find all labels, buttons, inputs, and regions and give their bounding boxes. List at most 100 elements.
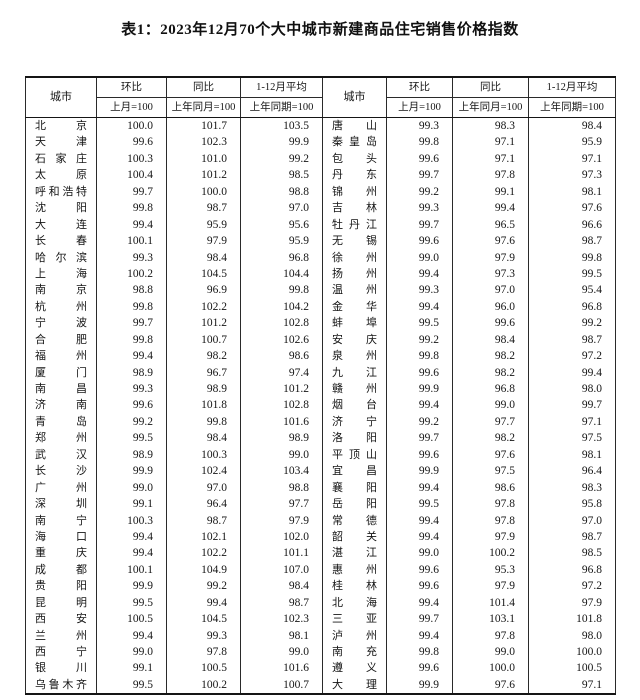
header-mom-base-right: 上月=100	[386, 97, 453, 118]
mom-value-cell: 99.2	[386, 183, 453, 201]
city-cell: 长沙	[25, 463, 97, 480]
yoy-value-cell: 97.6	[452, 446, 529, 464]
yoy-value-cell: 101.2	[166, 167, 241, 184]
mom-value-cell: 99.8	[386, 134, 453, 151]
city-cell: 北京	[25, 117, 97, 135]
table-row: 武汉 98.9 100.3 99.0 平顶山 99.6 97.6 98.1	[25, 446, 616, 464]
avg-value-cell: 99.0	[240, 446, 323, 464]
yoy-value-cell: 97.8	[166, 644, 241, 661]
avg-value-cell: 97.4	[240, 364, 323, 381]
yoy-value-cell: 101.4	[452, 594, 529, 612]
avg-value-cell: 98.7	[528, 233, 616, 250]
mom-value-cell: 99.4	[386, 265, 453, 283]
yoy-value-cell: 96.5	[452, 216, 529, 234]
city-cell: 郑州	[25, 430, 97, 447]
table-row: 大连 99.4 95.9 95.6 牡丹江 99.7 96.5 96.6	[25, 216, 616, 234]
mom-value-cell: 99.6	[386, 446, 453, 464]
city-cell: 杭州	[25, 298, 97, 316]
yoy-value-cell: 104.9	[166, 561, 241, 579]
yoy-value-cell: 98.2	[166, 348, 241, 365]
header-mom-left: 环比	[96, 77, 167, 98]
header-yoy-right: 同比	[452, 77, 529, 98]
yoy-value-cell: 97.5	[452, 463, 529, 480]
avg-value-cell: 99.7	[528, 397, 616, 414]
city-cell: 韶关	[322, 528, 387, 546]
city-cell: 温州	[322, 282, 387, 299]
avg-value-cell: 104.2	[240, 298, 323, 316]
table-row: 乌鲁木齐 99.5 100.2 100.7 大理 99.9 97.6 97.1	[25, 676, 616, 695]
yoy-value-cell: 101.7	[166, 117, 241, 135]
avg-value-cell: 100.5	[528, 660, 616, 677]
yoy-value-cell: 96.9	[166, 282, 241, 299]
avg-value-cell: 95.8	[528, 496, 616, 513]
mom-value-cell: 99.3	[96, 249, 167, 266]
avg-value-cell: 95.9	[528, 134, 616, 151]
city-cell: 三亚	[322, 611, 387, 628]
city-cell: 呼和浩特	[25, 183, 97, 201]
city-cell: 厦门	[25, 364, 97, 381]
avg-value-cell: 102.8	[240, 397, 323, 414]
table-row: 西宁 99.0 97.8 99.0 南充 99.8 99.0 100.0	[25, 644, 616, 661]
city-cell: 南充	[322, 644, 387, 661]
avg-value-cell: 98.3	[528, 479, 616, 497]
yoy-value-cell: 98.9	[166, 381, 241, 398]
mom-value-cell: 99.9	[96, 463, 167, 480]
city-cell: 金华	[322, 298, 387, 316]
avg-value-cell: 101.8	[528, 611, 616, 628]
city-cell: 扬州	[322, 265, 387, 283]
city-cell: 上海	[25, 265, 97, 283]
avg-value-cell: 98.4	[528, 117, 616, 135]
city-cell: 昆明	[25, 594, 97, 612]
yoy-value-cell: 99.0	[452, 397, 529, 414]
mom-value-cell: 99.8	[386, 348, 453, 365]
city-cell: 银川	[25, 660, 97, 677]
city-cell: 湛江	[322, 545, 387, 562]
table-row: 杭州 99.8 102.2 104.2 金华 99.4 96.0 96.8	[25, 298, 616, 316]
mom-value-cell: 99.6	[386, 578, 453, 595]
avg-value-cell: 95.4	[528, 282, 616, 299]
avg-value-cell: 99.2	[528, 315, 616, 332]
city-cell: 丹东	[322, 167, 387, 184]
header-avg-right: 1-12月平均	[528, 77, 616, 98]
header-yoy-base-right: 上年同月=100	[452, 97, 529, 118]
avg-value-cell: 98.8	[240, 479, 323, 497]
avg-value-cell: 101.1	[240, 545, 323, 562]
avg-value-cell: 98.7	[240, 594, 323, 612]
city-cell: 徐州	[322, 249, 387, 266]
avg-value-cell: 97.2	[528, 578, 616, 595]
avg-value-cell: 99.8	[528, 249, 616, 266]
header-city-left: 城市	[25, 77, 97, 118]
mom-value-cell: 99.2	[96, 413, 167, 431]
avg-value-cell: 98.1	[240, 627, 323, 644]
city-cell: 西宁	[25, 644, 97, 661]
price-index-table: 城市 环比 同比 1-12月平均 城市 环比 同比 1-12月平均 上月=100…	[25, 76, 616, 696]
avg-value-cell: 102.8	[240, 315, 323, 332]
yoy-value-cell: 99.0	[452, 644, 529, 661]
mom-value-cell: 98.8	[96, 282, 167, 299]
city-cell: 大连	[25, 216, 97, 234]
city-cell: 无锡	[322, 233, 387, 250]
city-cell: 成都	[25, 561, 97, 579]
avg-value-cell: 100.0	[528, 644, 616, 661]
avg-value-cell: 99.0	[240, 644, 323, 661]
mom-value-cell: 100.3	[96, 150, 167, 168]
yoy-value-cell: 97.9	[452, 578, 529, 595]
city-cell: 襄阳	[322, 479, 387, 497]
yoy-value-cell: 103.1	[452, 611, 529, 628]
avg-value-cell: 103.5	[240, 117, 323, 135]
yoy-value-cell: 97.0	[452, 282, 529, 299]
yoy-value-cell: 97.9	[452, 249, 529, 266]
city-cell: 惠州	[322, 561, 387, 579]
mom-value-cell: 99.7	[386, 611, 453, 628]
table-row: 海口 99.4 102.1 102.0 韶关 99.4 97.9 98.7	[25, 528, 616, 546]
table-row: 成都 100.1 104.9 107.0 惠州 99.6 95.3 96.8	[25, 561, 616, 579]
yoy-value-cell: 96.7	[166, 364, 241, 381]
yoy-value-cell: 96.0	[452, 298, 529, 316]
avg-value-cell: 98.4	[240, 578, 323, 595]
avg-value-cell: 98.7	[528, 331, 616, 349]
yoy-value-cell: 97.7	[452, 413, 529, 431]
mom-value-cell: 98.9	[96, 364, 167, 381]
avg-value-cell: 95.9	[240, 233, 323, 250]
mom-value-cell: 100.3	[96, 512, 167, 529]
mom-value-cell: 99.7	[386, 216, 453, 234]
